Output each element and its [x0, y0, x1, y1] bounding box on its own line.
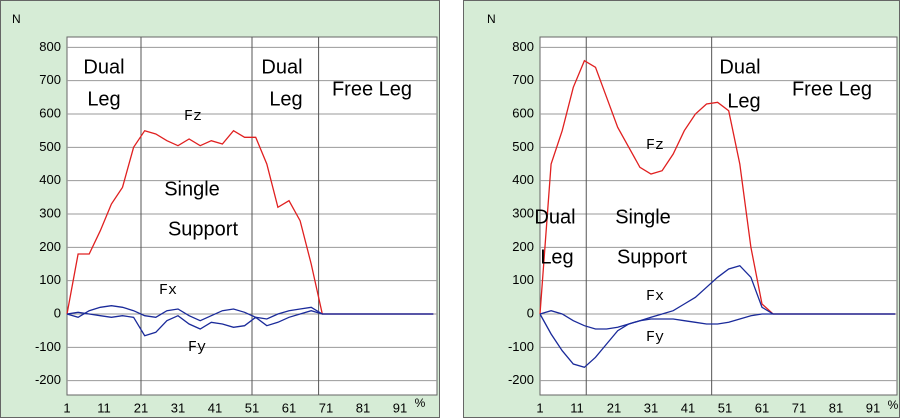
x-tick-label: 41	[681, 400, 695, 415]
x-tick-label: 71	[319, 400, 333, 415]
annotation: Dual	[261, 56, 302, 78]
annotation: Leg	[540, 246, 573, 268]
annotation: Support	[168, 218, 238, 240]
y-tick-label: 400	[39, 172, 61, 187]
y-tick-label: -100	[35, 339, 61, 354]
annotation: Fx	[159, 282, 177, 299]
y-tick-label: -200	[35, 372, 61, 387]
x-tick-label: 71	[792, 400, 806, 415]
line-series	[66, 310, 434, 337]
x-tick-label: 51	[718, 400, 732, 415]
annotation: Dual	[719, 56, 760, 78]
y-tick-label: -200	[508, 372, 534, 387]
y-tick-label: 800	[39, 39, 61, 54]
annotation: Fx	[646, 288, 664, 305]
x-tick-label: 51	[245, 400, 259, 415]
annotation: Leg	[87, 88, 120, 110]
annotation: Fz	[184, 108, 202, 125]
y-axis-label: N	[12, 12, 21, 26]
x-tick-label: 61	[755, 400, 769, 415]
y-tick-label: 700	[512, 72, 534, 87]
annotation: Single	[615, 206, 671, 228]
y-tick-label: 300	[512, 205, 534, 220]
y-tick-label: 0	[527, 305, 534, 320]
y-tick-label: 600	[39, 105, 61, 120]
x-tick-label: 1	[63, 400, 70, 415]
y-tick-label: 300	[39, 205, 61, 220]
y-tick-label: 400	[512, 172, 534, 187]
annotation: Support	[617, 246, 687, 268]
y-tick-label: 200	[512, 239, 534, 254]
y-tick-label: 200	[39, 239, 61, 254]
x-tick-label: 91	[866, 400, 880, 415]
x-tick-label: 11	[97, 400, 111, 415]
annotation: Dual	[534, 206, 575, 228]
annotation: Free Leg	[332, 78, 412, 100]
y-tick-label: 100	[512, 272, 534, 287]
x-tick-label: 81	[356, 400, 370, 415]
annotation: Dual	[83, 56, 124, 78]
x-tick-label: 31	[644, 400, 658, 415]
y-axis-label: N	[487, 12, 496, 26]
x-tick-label: 31	[171, 400, 185, 415]
y-tick-label: -100	[508, 339, 534, 354]
x-tick-label: 11	[570, 400, 584, 415]
x-axis-label: %	[888, 398, 899, 412]
y-tick-label: 500	[39, 139, 61, 154]
annotation: Single	[164, 178, 220, 200]
plot-area	[539, 36, 898, 396]
x-tick-label: 21	[134, 400, 148, 415]
y-tick-label: 100	[39, 272, 61, 287]
annotation: Fz	[646, 137, 664, 154]
x-tick-label: 61	[282, 400, 296, 415]
annotation: Leg	[269, 88, 302, 110]
x-axis-label: %	[415, 396, 426, 410]
y-tick-label: 0	[54, 305, 61, 320]
y-tick-label: 700	[39, 72, 61, 87]
y-tick-label: 500	[512, 139, 534, 154]
y-tick-label: 600	[512, 105, 534, 120]
annotation: Free Leg	[792, 78, 872, 100]
x-tick-label: 41	[208, 400, 222, 415]
x-tick-label: 81	[829, 400, 843, 415]
x-tick-label: 1	[536, 400, 543, 415]
annotation: Fy	[188, 339, 206, 356]
x-tick-label: 21	[607, 400, 621, 415]
annotation: Leg	[727, 90, 760, 112]
line-series	[539, 313, 896, 369]
x-tick-label: 91	[393, 400, 407, 415]
y-tick-label: 800	[512, 39, 534, 54]
annotation: Fy	[646, 329, 664, 346]
